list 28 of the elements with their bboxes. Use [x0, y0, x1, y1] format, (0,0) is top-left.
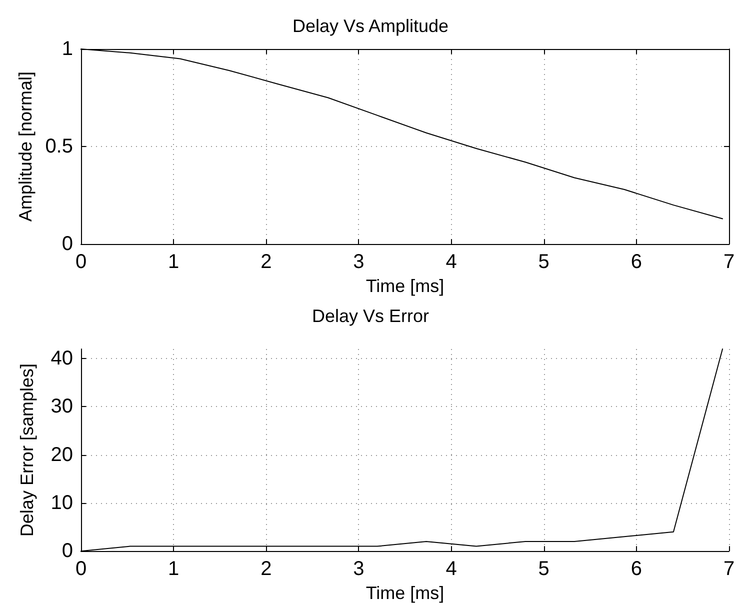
y-tick-label: 1 [62, 38, 73, 60]
x-tick-label: 1 [168, 558, 180, 580]
x-tick-label: 6 [630, 251, 642, 274]
x-tick-label: 2 [260, 558, 272, 580]
y-tick-label: 40 [50, 348, 73, 370]
x-tick-label: 2 [260, 251, 272, 274]
x-axis-title: Time [ms] [366, 276, 444, 296]
y-tick-label: 0 [62, 233, 73, 256]
y-tick-label: 0 [62, 540, 73, 562]
x-tick-label: 1 [168, 251, 180, 274]
x-tick-label: 5 [538, 558, 550, 580]
x-axis-title: Time [ms] [366, 583, 444, 603]
y-tick-label: 30 [50, 396, 73, 418]
x-tick-label: 3 [353, 251, 364, 274]
chart-title: Delay Vs Error [312, 306, 430, 326]
x-tick-label: 6 [630, 558, 642, 580]
y-axis-title: Delay Error [samples] [17, 364, 37, 537]
x-tick-label: 7 [723, 558, 735, 580]
y-tick-label: 20 [50, 444, 73, 466]
chart-title: Delay Vs Amplitude [292, 16, 449, 36]
x-tick-label: 5 [538, 251, 550, 274]
x-tick-label: 7 [723, 251, 735, 274]
x-tick-label: 3 [353, 558, 364, 580]
x-tick-label: 4 [446, 558, 457, 580]
x-tick-label: 4 [446, 251, 457, 274]
y-tick-label: 10 [50, 492, 73, 514]
y-tick-label: 0.5 [45, 136, 73, 158]
y-axis-title: Amplitude [normal] [15, 72, 36, 222]
